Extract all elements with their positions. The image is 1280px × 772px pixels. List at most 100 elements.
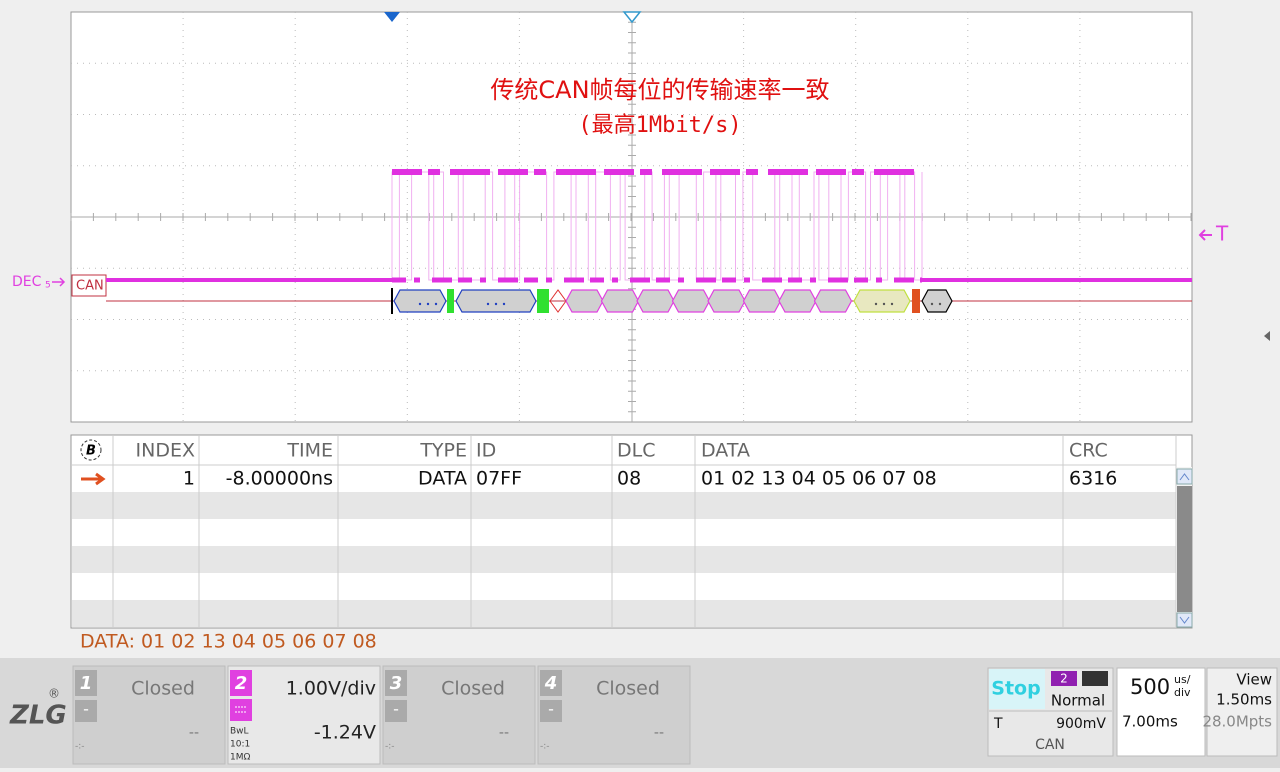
channel-minus: - [83, 700, 89, 719]
channel-setting-box [385, 700, 407, 722]
logo-mark: ® [48, 687, 60, 701]
table-stripe [72, 546, 1176, 573]
data-byte-segment [671, 289, 711, 313]
bus-label: CAN [76, 279, 104, 294]
channel-scale: 1.00V/div [286, 678, 376, 700]
channel-minus: - [393, 700, 399, 719]
channel-offset: -- [654, 725, 664, 741]
data-byte-segment [636, 289, 675, 313]
view-label: View [1236, 671, 1272, 689]
channel-arrow [52, 277, 66, 287]
id-segment [393, 289, 447, 313]
scroll-up-arrow [1179, 473, 1190, 481]
trigger-source: 2 [1060, 672, 1068, 686]
column-header: TIME [286, 440, 333, 462]
column-header: INDEX [136, 440, 195, 462]
data-byte-segment [813, 289, 853, 313]
crc-segment [853, 289, 911, 313]
channel-number-box [385, 670, 407, 696]
trigger-type: CAN [1035, 737, 1065, 753]
table-cell: DATA [418, 468, 467, 490]
channel-setting-box [230, 699, 252, 721]
segment-dots [938, 302, 942, 306]
control-bit [537, 289, 549, 313]
channel-number-box [75, 670, 97, 696]
channel-number-box [230, 670, 252, 696]
channel-number: 4 [544, 673, 558, 694]
channel-offset: -- [499, 725, 509, 741]
channel-minus: - [548, 700, 554, 719]
column-header: ID [476, 440, 496, 462]
channel-probe: 10:1 [230, 740, 250, 750]
timebase-unit: us/ [1174, 673, 1191, 686]
channel-coupling: -:- [385, 742, 395, 752]
segment-dots [890, 302, 894, 306]
segment-dots [494, 302, 498, 306]
memory-depth: 28.0Mpts [1202, 713, 1272, 731]
channel-panel[interactable] [72, 665, 226, 765]
badge-icon [80, 439, 102, 461]
channel-panel[interactable] [227, 665, 381, 765]
segment-dots [874, 302, 878, 306]
channel-number: 1 [80, 673, 93, 694]
table-stripe [72, 600, 1176, 627]
channel-panel[interactable] [537, 665, 691, 765]
channel-coupling: -:- [75, 742, 85, 752]
trigger-mode: Normal [1051, 692, 1105, 710]
data-byte-segment [600, 289, 640, 313]
channel-status: Closed [441, 678, 505, 700]
badge-label: B [86, 444, 96, 459]
channel-bandwidth: BwL [230, 727, 249, 737]
logo: ZLG [9, 701, 67, 731]
channel-offset: -- [189, 725, 199, 741]
trigger-position-marker [384, 12, 400, 22]
scroll-down-arrow [1179, 616, 1190, 624]
timebase-panel[interactable] [1116, 667, 1206, 757]
view-panel [1206, 667, 1278, 757]
scrollbar-thumb[interactable] [1177, 486, 1192, 612]
table-cell: 6316 [1069, 468, 1117, 490]
segment-dots [426, 302, 430, 306]
data-byte-segment [565, 289, 604, 313]
table-cell: 07FF [476, 468, 522, 490]
run-button[interactable] [989, 669, 1045, 709]
scroll-up[interactable] [1176, 468, 1193, 485]
channel-number: 3 [390, 673, 403, 694]
ctrl-segment [455, 289, 537, 313]
trigger-delay: 7.00ms [1122, 713, 1178, 731]
trigger-source-box [1051, 671, 1077, 686]
annotation-title: 传统CAN帧每位的传输速率一致 [490, 76, 829, 104]
channel-setting-box [75, 700, 97, 722]
scroll-down[interactable] [1176, 612, 1193, 628]
table-stripe [72, 492, 1176, 519]
timebase: 500 [1130, 675, 1170, 699]
column-header: TYPE [419, 440, 467, 462]
view-window: 1.50ms [1216, 691, 1272, 709]
data-byte-segment [742, 289, 782, 313]
channel-status: Closed [596, 678, 660, 700]
trigger-level: 900mV [1056, 716, 1106, 732]
segment-dots [502, 302, 506, 306]
segment-dots [882, 302, 886, 306]
column-header: DLC [617, 440, 655, 462]
segment-dots [434, 302, 438, 306]
eof-segment [921, 289, 953, 313]
detail-line: DATA: 01 02 13 04 05 06 07 08 [80, 631, 377, 653]
trigger-arrow [1198, 229, 1212, 241]
channel-number: 2 [235, 673, 248, 694]
table-cell: 01 02 13 04 05 06 07 08 [701, 468, 937, 490]
table-cell: 08 [617, 468, 641, 490]
segment-dots [930, 302, 934, 306]
bus-label-box [71, 274, 107, 297]
table-cell: 1 [183, 468, 195, 490]
channel-setting-box [540, 700, 562, 722]
channel-impedance: 1MΩ [230, 753, 250, 763]
table-area [70, 434, 1193, 629]
channel-panel[interactable] [382, 665, 536, 765]
timebase-unit: div [1174, 686, 1191, 699]
channel-status: Closed [131, 678, 195, 700]
channel-coupling: -:- [540, 742, 550, 752]
column-header: DATA [701, 440, 750, 462]
